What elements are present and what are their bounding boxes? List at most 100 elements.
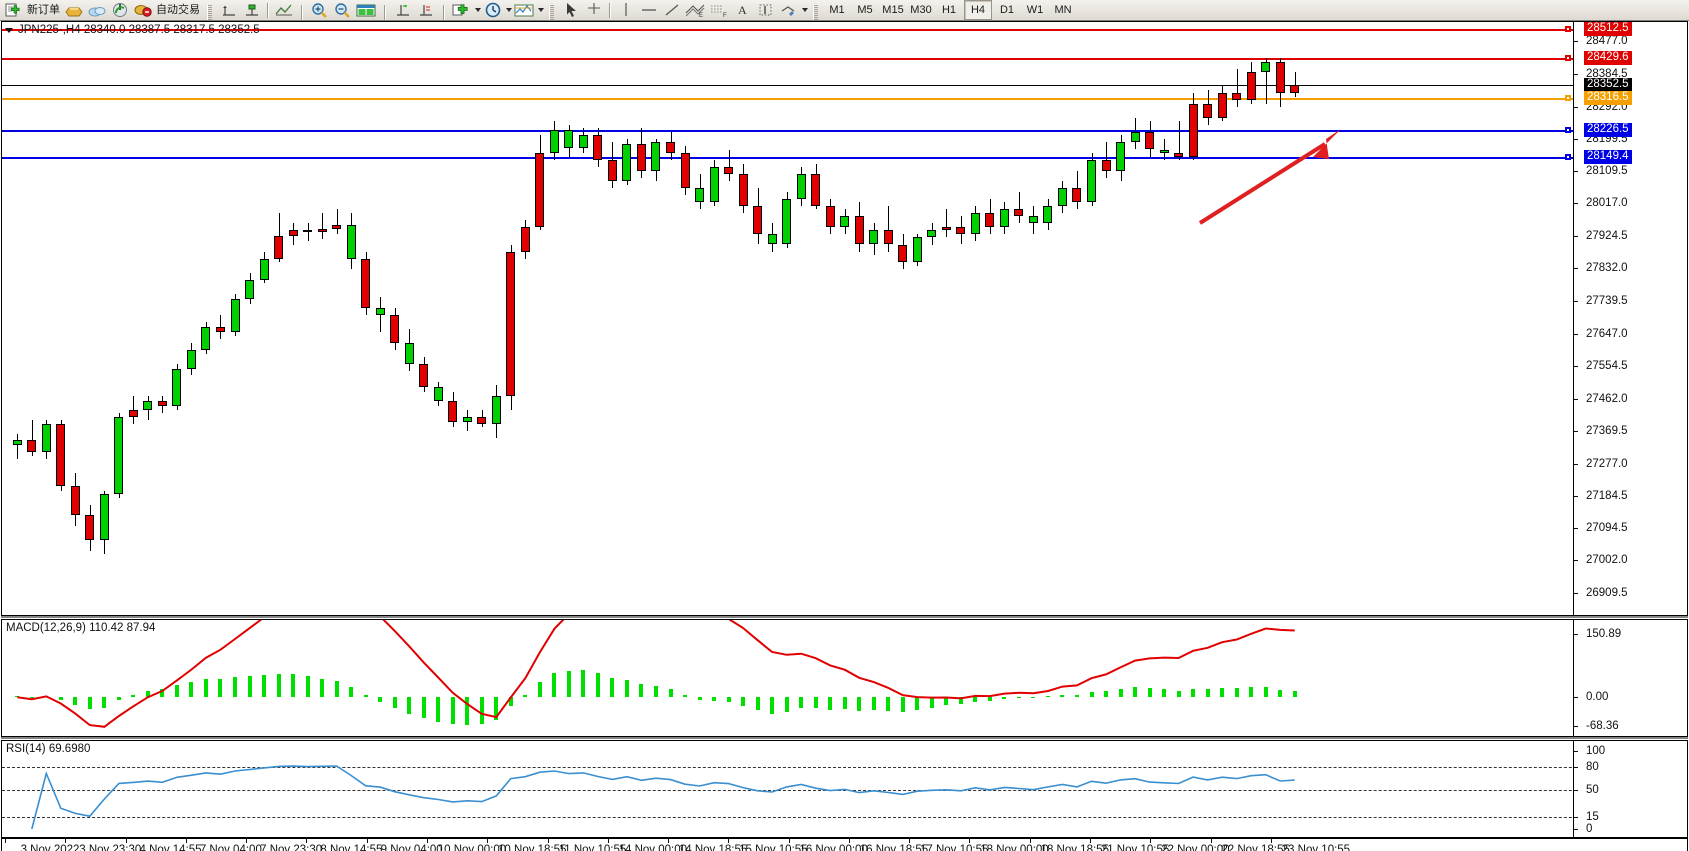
chart-shift-icon[interactable] <box>273 1 294 20</box>
price-axis-tick <box>1574 560 1578 562</box>
timeframe-button-d1[interactable]: D1 <box>999 4 1015 16</box>
template-insert-icon[interactable] <box>218 1 239 20</box>
price-axis-tick <box>1574 139 1578 141</box>
candle-body <box>1145 131 1155 150</box>
timeframe-button-m1[interactable]: M1 <box>829 4 845 16</box>
candle-body <box>215 327 225 333</box>
new-chart-icon[interactable] <box>451 1 472 20</box>
candle-body <box>303 230 313 233</box>
auto-trading-icon[interactable] <box>132 1 153 20</box>
template-save-icon[interactable] <box>241 1 262 20</box>
timeframe-button-h4[interactable]: H4 <box>964 0 992 20</box>
hline-red-lower[interactable] <box>2 58 1573 61</box>
period-separator-icon[interactable] <box>392 1 413 20</box>
macd-histogram-bar <box>871 697 876 711</box>
price-plot-area[interactable] <box>2 22 1687 615</box>
timeframe-button-h1[interactable]: H1 <box>941 4 957 16</box>
price-panel[interactable]: JPN225-,H4 28340.0 28387.5 28317.5 28352… <box>1 21 1688 616</box>
macd-histogram-bar <box>233 677 237 698</box>
chevron-down-icon[interactable] <box>802 8 808 12</box>
hline-blue-lower-handle[interactable] <box>1565 153 1571 160</box>
timeframe-button-mn[interactable]: MN <box>1054 4 1072 16</box>
auto-trading-label[interactable]: 自动交易 <box>156 4 200 16</box>
rsi-panel[interactable]: RSI(14) 69.6980 100 80 50 15 0 <box>1 740 1688 838</box>
macd-histogram-bar <box>189 682 194 698</box>
price-tag-resistance-1[interactable]: 28512.5 <box>1584 22 1632 36</box>
hline-red-upper-handle[interactable] <box>1565 26 1571 32</box>
trendline-icon[interactable] <box>661 1 682 20</box>
hline-blue-upper[interactable] <box>2 129 1573 132</box>
time-axis[interactable]: 3 Nov 2022 3 Nov 23:30 4 Nov 14:55 7 Nov 04… <box>1 838 1688 851</box>
candle-body <box>680 153 690 189</box>
data-window-icon[interactable] <box>355 1 377 20</box>
hline-red-lower-handle[interactable] <box>1565 55 1571 62</box>
macd-plot-area[interactable] <box>2 620 1687 736</box>
candle-body <box>56 423 66 486</box>
indicators-icon[interactable] <box>513 1 535 20</box>
hline-red-upper[interactable] <box>2 29 1573 31</box>
chevron-down-icon[interactable] <box>506 8 512 12</box>
time-axis-label: 16 Nov 00:00 <box>799 844 868 851</box>
timeframe-button-m5[interactable]: M5 <box>857 4 873 16</box>
chevron-down-icon[interactable] <box>538 8 544 12</box>
macd-histogram-bar <box>87 697 92 710</box>
cursor-icon[interactable] <box>560 1 581 20</box>
price-axis-tick <box>1574 235 1578 237</box>
timeframe-button-w1[interactable]: W1 <box>1026 4 1044 16</box>
candle-wick <box>1019 191 1020 224</box>
vline-icon[interactable] <box>615 1 636 20</box>
cloud-icon[interactable] <box>86 1 107 20</box>
hline-orange[interactable] <box>2 97 1573 100</box>
toolbar-grip[interactable] <box>207 5 212 20</box>
trend-arrow[interactable] <box>1192 117 1452 247</box>
hline-orange-handle[interactable] <box>1565 94 1571 101</box>
timeframe-icon[interactable] <box>482 1 503 20</box>
macd-panel[interactable]: MACD(12,26,9) 110.42 87.94 150.89 0.00 -68… <box>1 619 1688 737</box>
crosshair-icon[interactable] <box>583 1 604 20</box>
signal-icon[interactable] <box>109 1 130 20</box>
candle-body <box>245 279 255 300</box>
time-axis-label: 15 Nov 10:55 <box>739 844 808 851</box>
candle-body <box>593 135 603 161</box>
zoom-out-icon[interactable] <box>332 1 353 20</box>
macd-histogram-bar <box>1278 689 1283 698</box>
new-order-icon[interactable] <box>3 1 24 20</box>
time-axis-tick <box>909 839 911 843</box>
grid-icon[interactable] <box>415 1 436 20</box>
draw-tools-icon[interactable] <box>778 1 799 20</box>
hline-blue-lower[interactable] <box>2 156 1573 159</box>
hline-blue-upper-handle[interactable] <box>1565 126 1571 133</box>
price-tag-orange-level[interactable]: 28316.5 <box>1584 90 1632 105</box>
toolbar-grip[interactable] <box>549 5 554 20</box>
rsi-plot-area[interactable] <box>2 741 1687 837</box>
hline-last-price[interactable] <box>2 85 1573 87</box>
panel-splitter-2[interactable] <box>1 737 1688 739</box>
candle-body <box>738 174 748 206</box>
price-tag-support-2[interactable]: 28149.4 <box>1584 149 1632 164</box>
price-tag-support-1[interactable]: 28226.5 <box>1584 122 1632 137</box>
timeframe-button-m15[interactable]: M15 <box>882 4 904 16</box>
candle-wick <box>1266 58 1267 104</box>
panel-splitter-1[interactable] <box>1 616 1688 618</box>
candle-body <box>520 226 530 252</box>
macd-histogram-bar <box>799 697 804 709</box>
equidistant-icon[interactable]: E <box>684 1 706 20</box>
candle-body <box>172 369 182 407</box>
chevron-down-icon[interactable] <box>475 8 481 12</box>
candle-body <box>128 409 138 417</box>
price-tag-last[interactable]: 28352.5 <box>1584 78 1632 93</box>
fibo-icon[interactable]: F <box>708 1 730 20</box>
chevron-down-icon[interactable] <box>5 27 13 33</box>
toolbar-grip[interactable] <box>813 5 818 20</box>
zoom-in-icon[interactable] <box>309 1 330 20</box>
text-icon[interactable]: A <box>732 1 753 20</box>
price-axis[interactable]: 28477.0 28384.5 28292.0 28199.5 28109.5 28017… <box>1573 22 1687 615</box>
candle-body <box>41 423 51 453</box>
price-tag-resistance-2[interactable]: 28429.6 <box>1584 51 1632 66</box>
timeframe-button-m30[interactable]: M30 <box>910 4 932 16</box>
hline-icon[interactable] <box>638 1 659 20</box>
label-icon[interactable] <box>755 1 776 20</box>
new-order-label[interactable]: 新订单 <box>27 4 60 16</box>
gold-bar-icon[interactable] <box>63 1 84 20</box>
macd-histogram-bar <box>305 676 310 698</box>
